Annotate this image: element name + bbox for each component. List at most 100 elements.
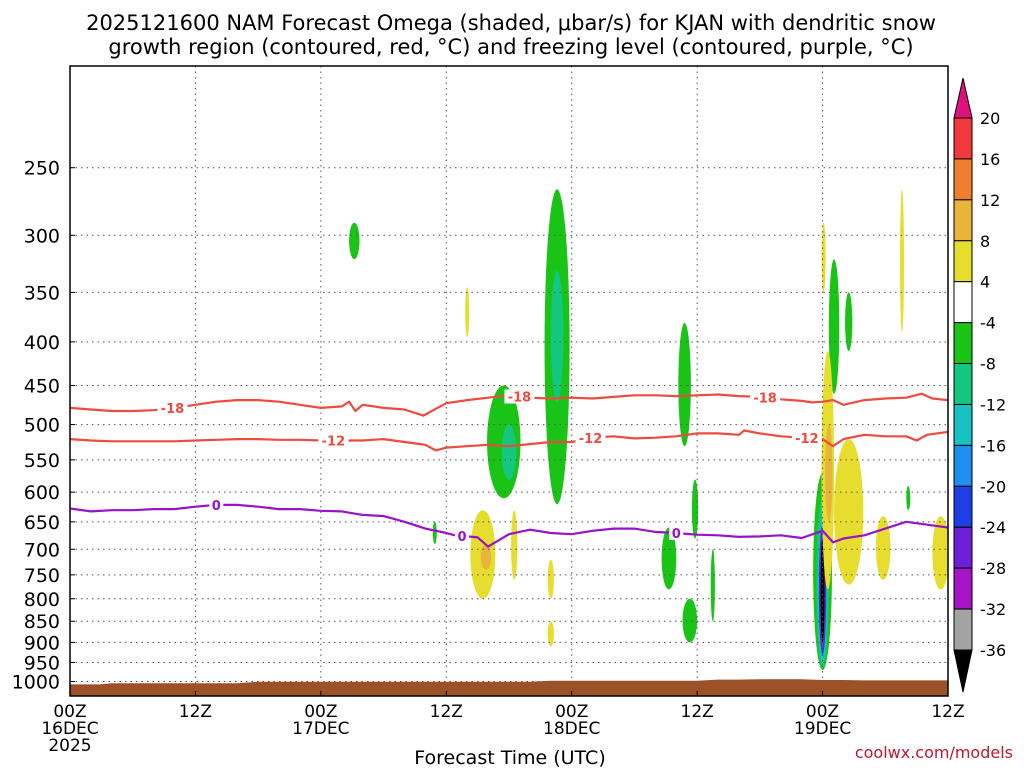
contour-label-background xyxy=(575,431,606,446)
contour-label-background xyxy=(750,390,781,405)
colorbar-tick-label: -32 xyxy=(980,600,1006,619)
x-tick-label: 18DEC xyxy=(543,719,600,739)
colorbar-tick-label: -8 xyxy=(980,355,996,374)
omega-region xyxy=(821,222,826,293)
colorbar-tick-label: 16 xyxy=(980,150,1000,169)
colorbar: 20 16 12 8 4 -4 -8 -12 -16 -20 -24 -28 -32 -36 xyxy=(953,77,1006,693)
contour-label-background xyxy=(669,526,684,541)
omega-region xyxy=(875,516,891,580)
x-tick-label: 00Z xyxy=(806,702,839,722)
colorbar-band xyxy=(953,281,973,324)
y-tick-label: 750 xyxy=(24,565,60,587)
x-tick-label: 12Z xyxy=(430,702,463,722)
omega-region xyxy=(828,259,840,394)
omega-region xyxy=(834,439,864,585)
colorbar-tick-label: 4 xyxy=(980,273,990,292)
y-tick-label: 300 xyxy=(24,225,60,247)
y-tick-label: 350 xyxy=(24,282,60,304)
y-tick-label: 250 xyxy=(24,158,60,180)
plot-frame xyxy=(69,65,949,697)
x-tick-label: 12Z xyxy=(931,702,964,722)
contour-label: -18 xyxy=(508,390,532,405)
contour-layer: -18 -18 -18 -12 -12 -12 0 0 0 xyxy=(70,389,948,548)
contour-label-background xyxy=(318,433,349,448)
omega-region xyxy=(710,549,715,622)
colorbar-tick-label: -24 xyxy=(980,518,1006,537)
contour-label: -18 xyxy=(161,402,185,417)
contour-label-background xyxy=(209,497,224,512)
colorbar-band xyxy=(953,403,973,446)
colorbar-tick-label: -16 xyxy=(980,436,1006,455)
omega-region xyxy=(550,270,564,402)
colorbar-tick-label: 8 xyxy=(980,232,990,251)
terrain-fill xyxy=(70,679,948,696)
contour-label: -12 xyxy=(322,435,346,450)
colorbar-band xyxy=(953,485,973,528)
chart-title-line-2: growth region (contoured, red, °C) and f… xyxy=(108,35,913,59)
colorbar-band xyxy=(953,567,973,610)
colorbar-tick-label: 12 xyxy=(980,191,1000,210)
omega-shading-layer xyxy=(349,189,948,671)
omega-region xyxy=(465,287,470,338)
contour-label-background xyxy=(157,401,188,416)
contour-line xyxy=(70,503,948,548)
y-tick-label: 900 xyxy=(24,632,60,654)
x-tick-label: 17DEC xyxy=(292,719,349,739)
colorbar-band xyxy=(953,158,973,201)
colorbar-band xyxy=(953,608,973,651)
y-tick-label: 400 xyxy=(24,332,60,354)
omega-region xyxy=(825,424,833,522)
omega-region xyxy=(547,559,554,599)
contour-label: -12 xyxy=(579,432,603,447)
omega-region xyxy=(678,322,691,447)
y-tick-label: 700 xyxy=(24,539,60,561)
colorbar-tick-label: -28 xyxy=(980,559,1006,578)
y-tick-label: 800 xyxy=(24,589,60,611)
omega-region xyxy=(661,527,677,590)
contour-line xyxy=(70,429,948,452)
colorbar-tick-label: -20 xyxy=(980,477,1006,496)
y-tick-label: 600 xyxy=(24,482,60,504)
colorbar-tick-label: -12 xyxy=(980,395,1006,414)
y-tick-label: 950 xyxy=(24,652,60,674)
omega-region xyxy=(932,516,948,590)
x-tick-label: 00Z xyxy=(555,702,588,722)
x-tick-label: 00Z xyxy=(53,702,86,722)
omega-region xyxy=(511,510,518,580)
contour-label: -18 xyxy=(753,391,777,406)
colorbar-band xyxy=(953,240,973,283)
omega-region xyxy=(820,538,825,643)
y-axis-ticks: 2503003504004505005506006507007508008509… xyxy=(12,158,75,693)
contour-label: 0 xyxy=(672,527,681,542)
colorbar-band xyxy=(953,322,973,365)
omega-region xyxy=(480,543,492,570)
omega-region xyxy=(900,189,905,333)
gridlines xyxy=(70,66,948,696)
contour-label-background xyxy=(504,389,535,404)
colorbar-band xyxy=(953,363,973,405)
omega-region xyxy=(547,621,554,647)
y-tick-label: 650 xyxy=(24,512,60,534)
credit-text: coolwx.com/models xyxy=(855,743,1013,762)
contour-label-background xyxy=(454,529,469,544)
colorbar-tick-label: -36 xyxy=(980,641,1006,660)
x-tick-label: 19DEC xyxy=(794,719,851,739)
x-tick-label: 16DEC xyxy=(41,719,98,739)
omega-region xyxy=(906,485,911,511)
y-tick-label: 850 xyxy=(24,611,60,633)
x-tick-label: 00Z xyxy=(304,702,337,722)
y-tick-label: 500 xyxy=(24,415,60,437)
colorbar-top-arrow xyxy=(953,77,973,119)
y-tick-label: 550 xyxy=(24,450,60,472)
x-axis-label: Forecast Time (UTC) xyxy=(414,747,605,768)
y-tick-label: 1000 xyxy=(12,671,60,693)
colorbar-bottom-arrow xyxy=(953,649,973,693)
colorbar-band xyxy=(953,444,973,487)
colorbar-band xyxy=(953,526,973,569)
y-tick-label: 450 xyxy=(24,376,60,398)
x-tick-label: 12Z xyxy=(179,702,212,722)
omega-region xyxy=(845,292,853,352)
x-tick-label: 12Z xyxy=(681,702,714,722)
